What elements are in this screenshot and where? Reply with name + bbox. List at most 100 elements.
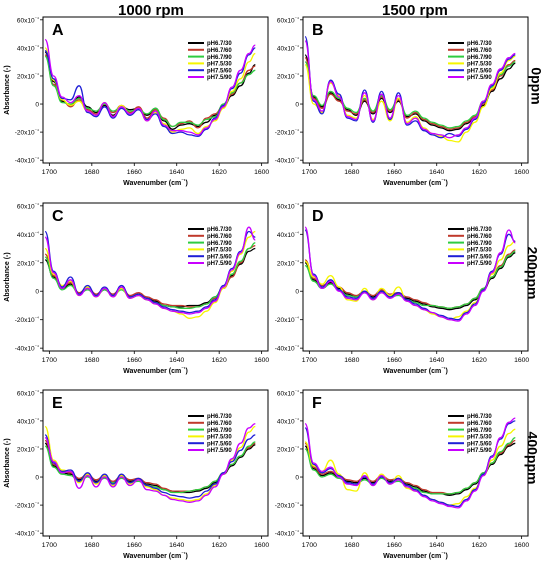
legend-label: pH7.5/30: [207, 62, 232, 68]
y-tick-label: 60x10⁻⁴: [17, 202, 39, 211]
x-tick-label: 1600: [514, 169, 529, 176]
legend-label: pH6.7/30: [467, 41, 492, 47]
series-line-ph7-5-90: [44, 226, 256, 315]
legend-label: pH7.5/60: [207, 68, 232, 74]
y-tick-label: 20x10⁻⁴: [277, 259, 299, 268]
x-tick-label: 1700: [42, 169, 57, 176]
y-tick-label: -20x10⁻⁴: [15, 128, 39, 137]
y-tick-label: -40x10⁻⁴: [275, 156, 299, 165]
x-tick-label: 1680: [344, 169, 359, 176]
x-tick-label: 1620: [472, 357, 487, 364]
legend-label: pH7.5/90: [467, 448, 492, 454]
y-tick-label: 0: [35, 475, 39, 482]
x-tick-label: 1660: [127, 542, 142, 549]
legend-label: pH6.7/90: [467, 55, 492, 61]
legend-label: pH6.7/60: [467, 234, 492, 240]
x-tick-label: 1640: [169, 357, 184, 364]
x-tick-label: 1600: [254, 357, 269, 364]
legend-label: pH6.7/30: [207, 41, 232, 47]
x-tick-label: 1640: [429, 357, 444, 364]
series-line-ph7-5-60: [44, 230, 256, 314]
x-tick-label: 1700: [42, 357, 57, 364]
y-tick-label: 60x10⁻⁴: [277, 16, 299, 25]
x-tick-label: 1620: [212, 542, 227, 549]
legend-label: pH7.5/30: [207, 248, 232, 254]
y-axis-label: Absorbance (-): [4, 438, 11, 487]
legend-label: pH7.5/30: [207, 435, 232, 441]
y-tick-label: 20x10⁻⁴: [277, 445, 299, 454]
legend-label: pH7.5/30: [467, 248, 492, 254]
x-tick-label: 1620: [472, 542, 487, 549]
x-axis-label: Wavenumber (cm⁻¹): [123, 179, 188, 188]
x-tick-label: 1660: [387, 357, 402, 364]
legend-label: pH7.5/90: [207, 448, 232, 454]
x-tick-label: 1680: [344, 357, 359, 364]
panel-letter: B: [312, 22, 324, 39]
y-tick-label: 60x10⁻⁴: [17, 16, 39, 25]
series-line-ph7-5-90: [44, 38, 256, 136]
legend-label: pH7.5/90: [207, 75, 232, 81]
series-line-ph7-5-90: [304, 226, 516, 322]
x-tick-label: 1700: [42, 542, 57, 549]
series-line-ph7-5-60: [44, 434, 256, 499]
x-tick-label: 1680: [84, 542, 99, 549]
series-line-ph7-5-60: [304, 36, 516, 139]
legend-label: pH6.7/90: [207, 428, 232, 434]
x-tick-label: 1700: [302, 542, 317, 549]
y-axis-label: Absorbance (-): [4, 65, 11, 114]
y-tick-label: 20x10⁻⁴: [17, 259, 39, 268]
x-tick-label: 1620: [212, 357, 227, 364]
panel-letter: C: [52, 208, 64, 225]
panel-b: -40x10⁻⁴ -20x10⁻⁴ 0 20x10⁻⁴ 40x10⁻⁴ 60x10⁻⁴ 17…: [275, 16, 530, 187]
y-tick-label: 20x10⁻⁴: [17, 72, 39, 81]
y-tick-label: -20x10⁻⁴: [15, 501, 39, 510]
legend-label: pH7.5/90: [207, 261, 232, 267]
panel-d: -40x10⁻⁴ -20x10⁻⁴ 0 20x10⁻⁴ 40x10⁻⁴ 60x10⁻⁴ 17…: [275, 202, 530, 375]
panel-letter: A: [52, 22, 64, 39]
series-line-ph6-7-60: [304, 57, 516, 130]
x-tick-label: 1600: [514, 542, 529, 549]
y-tick-label: 20x10⁻⁴: [17, 445, 39, 454]
x-tick-label: 1600: [254, 169, 269, 176]
y-tick-label: 0: [35, 102, 39, 109]
y-tick-label: 40x10⁻⁴: [17, 44, 39, 53]
x-axis-label: Wavenumber (cm⁻¹): [383, 552, 448, 561]
panel-a: -40x10⁻⁴ -20x10⁻⁴ 0 20x10⁻⁴ 40x10⁻⁴ 60x10⁻⁴ 17…: [4, 16, 269, 187]
y-tick-label: 40x10⁻⁴: [277, 44, 299, 53]
y-tick-label: -40x10⁻⁴: [15, 529, 39, 538]
x-tick-label: 1660: [387, 542, 402, 549]
y-tick-label: -40x10⁻⁴: [15, 156, 39, 165]
x-tick-label: 1680: [344, 542, 359, 549]
legend-label: pH7.5/60: [467, 68, 492, 74]
panel-letter: E: [52, 395, 63, 412]
legend-label: pH6.7/30: [467, 227, 492, 233]
x-tick-label: 1660: [387, 169, 402, 176]
y-tick-label: 40x10⁻⁴: [277, 230, 299, 239]
legend-label: pH7.5/60: [467, 254, 492, 260]
x-tick-label: 1680: [84, 169, 99, 176]
legend-label: pH7.5/60: [467, 441, 492, 447]
legend-label: pH7.5/90: [467, 261, 492, 267]
x-axis-label: Wavenumber (cm⁻¹): [123, 552, 188, 561]
legend-label: pH6.7/90: [207, 55, 232, 61]
legend-label: pH7.5/30: [467, 435, 492, 441]
y-tick-label: 60x10⁻⁴: [277, 202, 299, 211]
y-tick-label: -20x10⁻⁴: [275, 128, 299, 137]
plot-frame: [302, 16, 529, 164]
y-tick-label: 20x10⁻⁴: [277, 72, 299, 81]
legend-label: pH6.7/30: [467, 414, 492, 420]
x-tick-label: 1620: [472, 169, 487, 176]
y-tick-label: -40x10⁻⁴: [15, 344, 39, 353]
legend-label: pH6.7/90: [467, 428, 492, 434]
x-tick-label: 1640: [169, 169, 184, 176]
x-tick-label: 1660: [127, 169, 142, 176]
x-tick-label: 1600: [254, 542, 269, 549]
y-tick-label: 0: [295, 289, 299, 296]
legend-label: pH7.5/60: [207, 254, 232, 260]
legend-label: pH7.5/30: [467, 62, 492, 68]
x-tick-label: 1620: [212, 169, 227, 176]
column-title-1500rpm: 1500 rpm: [382, 2, 448, 19]
y-tick-label: -40x10⁻⁴: [275, 344, 299, 353]
